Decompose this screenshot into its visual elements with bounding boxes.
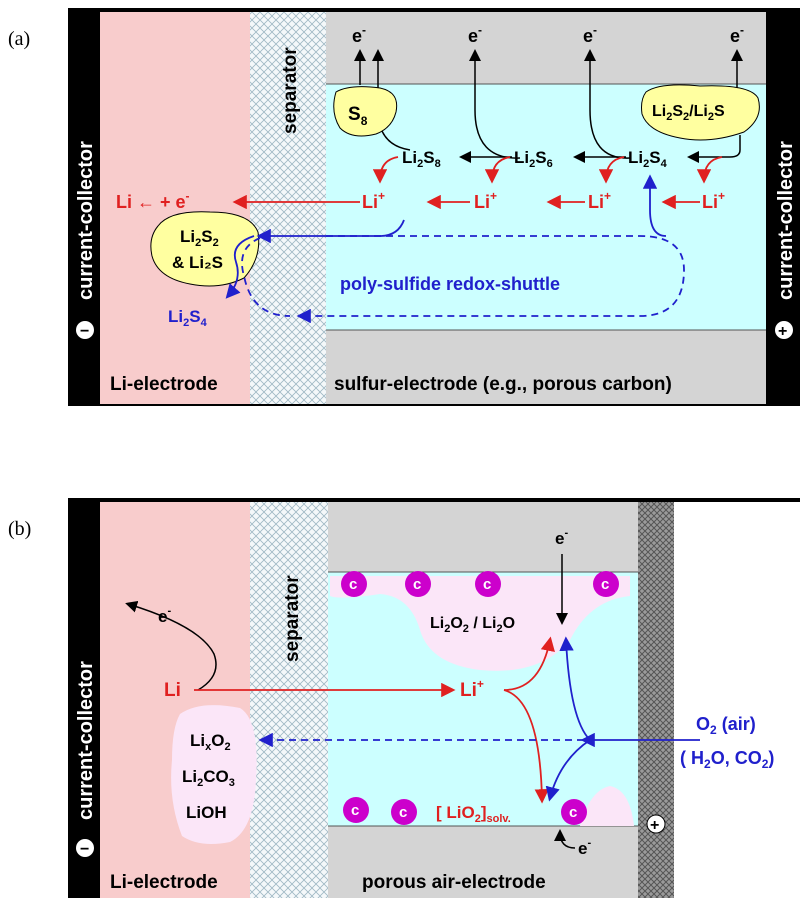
- left-collector-label-b: current-collector: [75, 661, 97, 820]
- cathode-mesh: [638, 502, 674, 898]
- svg-text:Li+: Li+: [474, 189, 497, 212]
- li-electrode-label-a: Li-electrode: [110, 374, 218, 395]
- left-collector-label: current-collector: [75, 141, 97, 300]
- li2s8-label: Li2S8: [402, 148, 441, 170]
- air-side: [674, 502, 800, 898]
- plus-icon: [646, 814, 666, 834]
- svg-text:Li+: Li+: [588, 189, 611, 212]
- svg-text:−: −: [80, 323, 89, 340]
- right-collector-label: current-collector: [775, 141, 797, 300]
- plus-icon: [775, 321, 793, 339]
- electron-label: e-: [730, 23, 744, 46]
- panel-a: (a) current-collector − current-collecto…: [8, 8, 800, 406]
- li-ion-labels: Li+ Li+ Li+ Li+: [362, 189, 725, 212]
- minus-icon: [76, 321, 94, 339]
- anode-side-products: [171, 705, 257, 844]
- deposit-line1: Li2S2: [180, 227, 219, 249]
- lioh-label: LiOH: [186, 803, 227, 822]
- li2s6-label: Li2S6: [514, 148, 553, 170]
- li2o2-deposit-top: [330, 576, 630, 671]
- svg-text:c: c: [351, 802, 359, 819]
- o2-air-label: O2 (air): [696, 714, 756, 737]
- svg-text:Li+: Li+: [702, 189, 725, 212]
- air-electrode-label: porous air-electrode: [362, 872, 546, 893]
- separator-label-a: separator: [280, 47, 301, 134]
- panel-b-label: (b): [8, 518, 31, 540]
- h2o-co2-label: ( H2O, CO2): [680, 748, 774, 771]
- s8-label: S8: [348, 104, 368, 128]
- separator-region: [250, 12, 326, 404]
- svg-text:+: +: [650, 817, 659, 834]
- li2s2-li2s-deposit: [641, 84, 760, 141]
- svg-text:c: c: [601, 576, 609, 593]
- s8-deposit: [333, 86, 398, 137]
- svg-text:+: +: [778, 323, 787, 340]
- li2s4-left-label: Li2S4: [168, 307, 208, 329]
- lio2-solv-label: [ LiO2]solv.: [436, 803, 511, 825]
- svg-text:Li+: Li+: [362, 189, 385, 212]
- li-electrode-label-b: Li-electrode: [110, 872, 218, 893]
- li-electrode-region: [100, 12, 250, 404]
- li-reaction-label: Li ← + e-: [116, 189, 190, 212]
- li-label: Li: [164, 680, 181, 701]
- separator-region-b: [250, 502, 328, 898]
- carbon-labels: c c c c c c c: [349, 576, 609, 821]
- li2o2-li2o-label: Li2O2 / Li2O: [430, 615, 515, 635]
- reduction-arrows: [459, 135, 741, 163]
- electron-label: e-: [578, 837, 591, 858]
- carbon-particles: [341, 571, 619, 825]
- minus-icon: [76, 839, 94, 857]
- sulfur-electrode-label: sulfur-electrode (e.g., porous carbon): [334, 374, 672, 395]
- svg-text:c: c: [569, 804, 577, 821]
- electron-label: e-: [352, 23, 366, 46]
- panel-a-label: (a): [8, 28, 30, 50]
- li2s2-li2s-label: Li2S2/Li2S: [652, 103, 725, 123]
- electron-label: e-: [468, 23, 482, 46]
- li2s2-li2s-deposit-anode: [150, 211, 260, 287]
- shuttle-loop: [225, 174, 685, 324]
- li2o2-deposit-bottom: [580, 786, 634, 826]
- svg-text:c: c: [399, 804, 407, 821]
- li-ion-arrows: [232, 156, 723, 210]
- oxygen-paths: [258, 636, 700, 802]
- svg-text:c: c: [483, 576, 491, 593]
- separator-label-b: separator: [282, 575, 303, 662]
- deposit-line2: & Li₂S: [172, 253, 223, 272]
- li-plus-label: Li+: [460, 677, 484, 701]
- lixo2-label: LixO2: [190, 731, 231, 753]
- svg-text:−: −: [80, 841, 89, 858]
- electron-label: e-: [583, 23, 597, 46]
- li2s4-label: Li2S4: [628, 148, 668, 170]
- electron-label: e-: [158, 605, 171, 626]
- shuttle-label: poly-sulfide redox-shuttle: [340, 274, 560, 294]
- electron-arrows-b: [125, 554, 576, 849]
- svg-text:c: c: [413, 576, 421, 593]
- panel-b: (b) current-collector − + separator Li-e…: [8, 498, 800, 898]
- svg-text:c: c: [349, 576, 357, 593]
- li-ion-paths-b: [503, 636, 555, 804]
- li2co3-label: Li2CO3: [182, 767, 235, 789]
- electron-label: e-: [555, 527, 568, 548]
